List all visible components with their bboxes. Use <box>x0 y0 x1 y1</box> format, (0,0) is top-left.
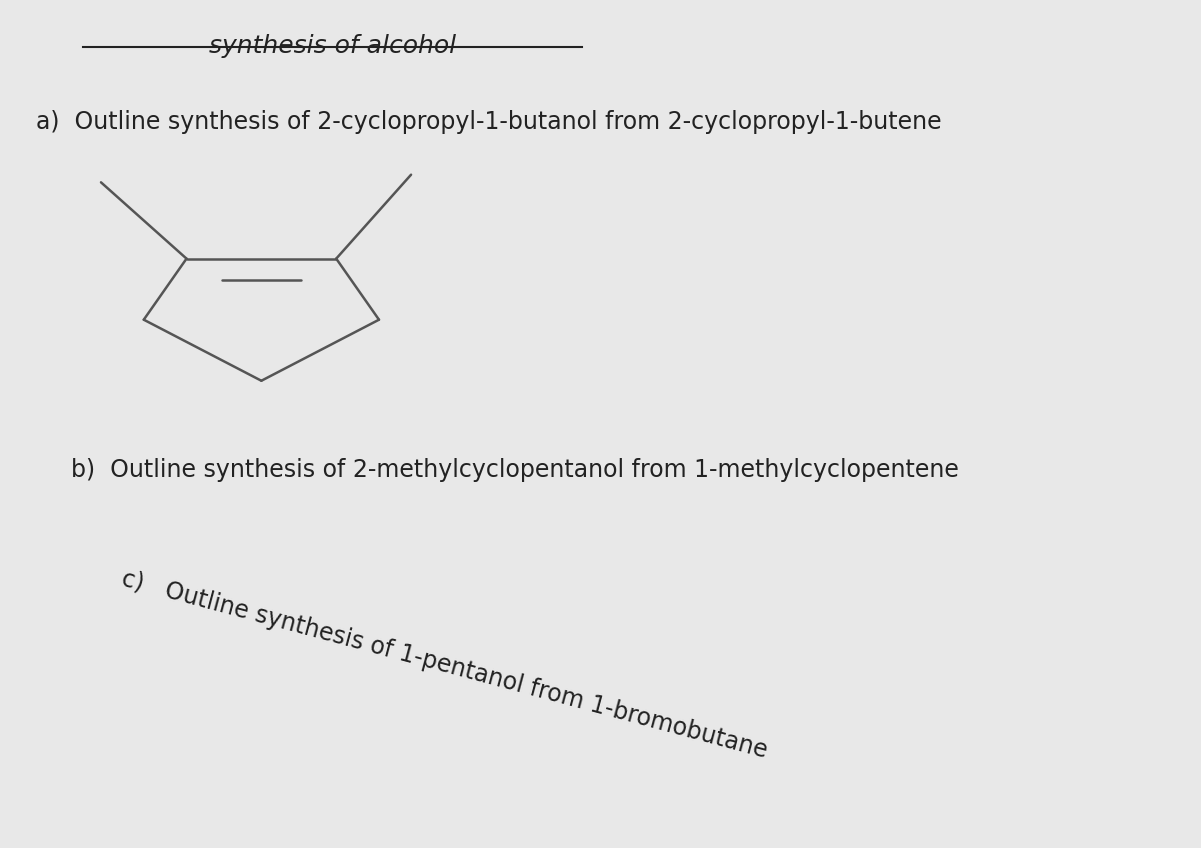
Text: c)   Outline synthesis of 1-pentanol from 1-bromobutane: c) Outline synthesis of 1-pentanol from … <box>119 567 770 763</box>
Text: b)  Outline synthesis of 2-methylcyclopentanol from 1-methylcyclopentene: b) Outline synthesis of 2-methylcyclopen… <box>71 458 960 482</box>
Text: synthesis of alcohol: synthesis of alcohol <box>209 34 456 58</box>
Text: a)  Outline synthesis of 2-cyclopropyl-1-butanol from 2-cyclopropyl-1-butene: a) Outline synthesis of 2-cyclopropyl-1-… <box>36 110 942 134</box>
